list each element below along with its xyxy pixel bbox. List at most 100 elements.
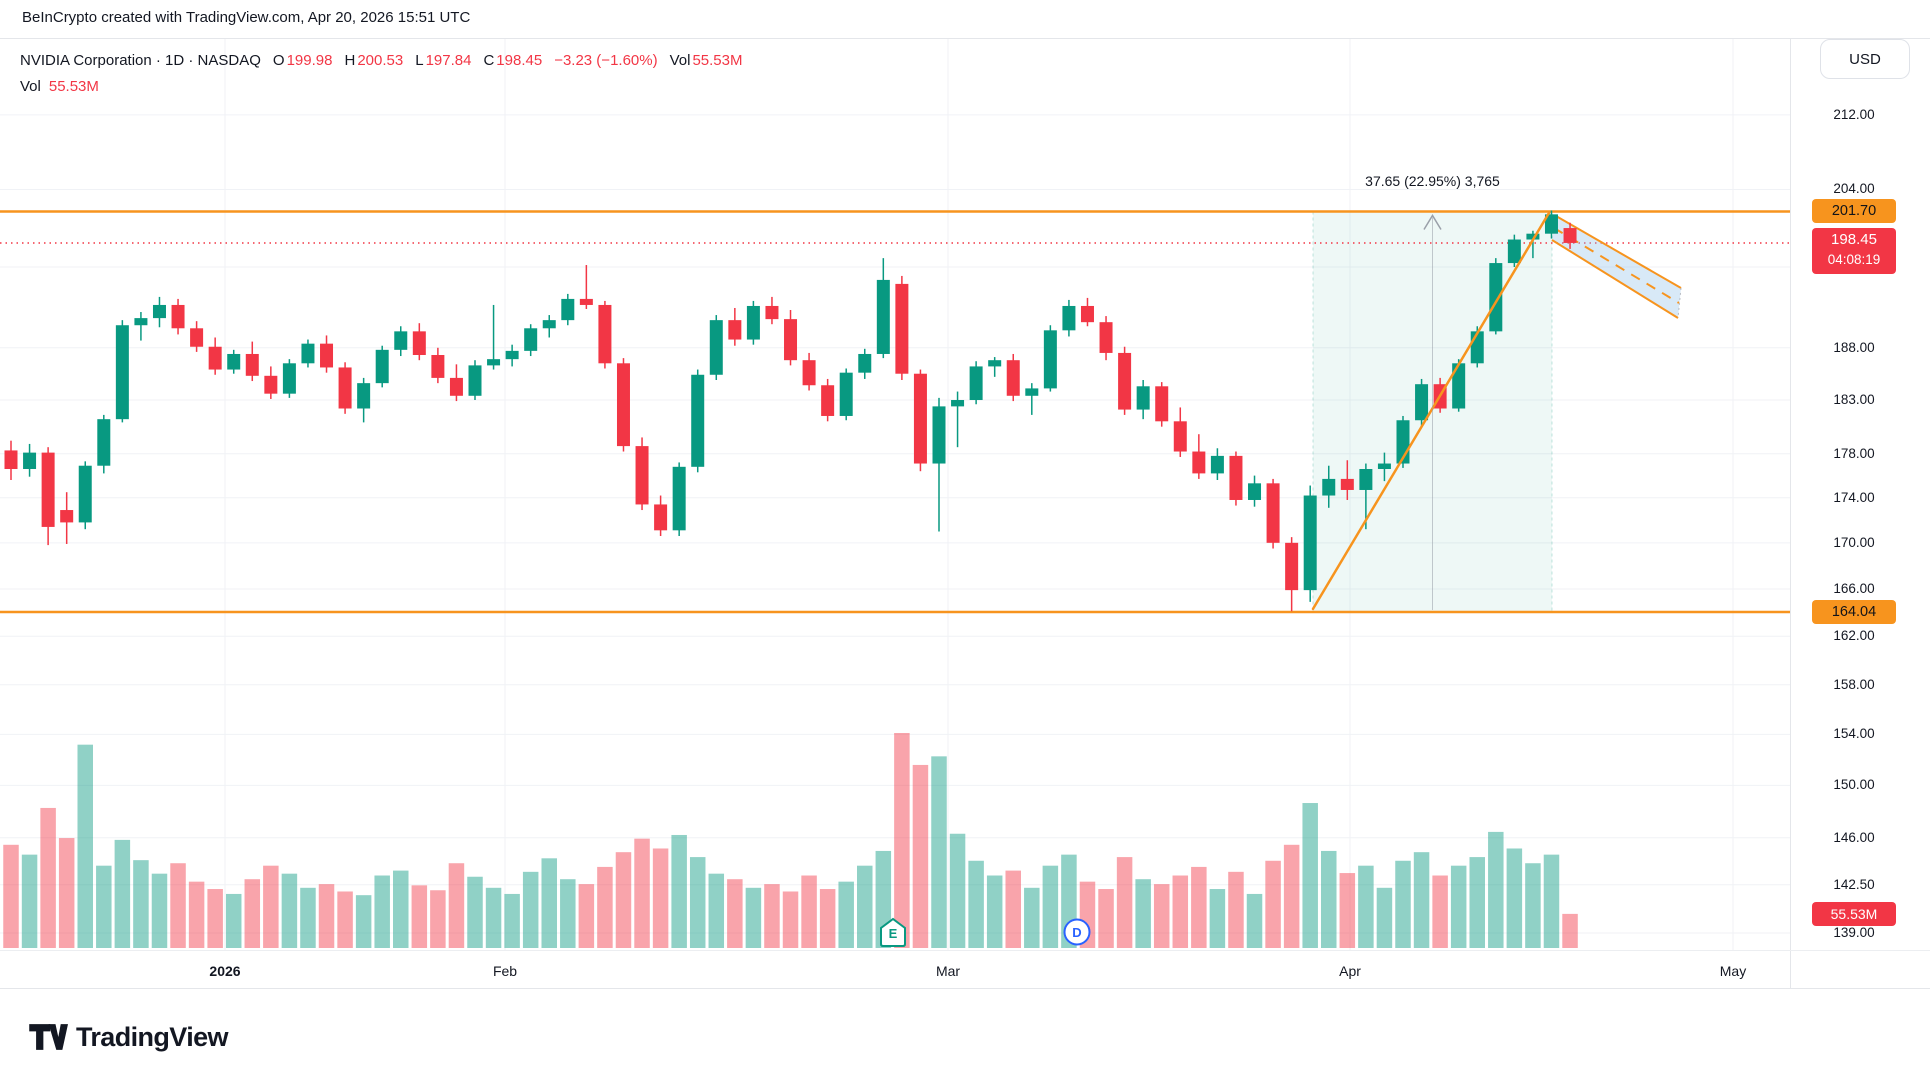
volume-bar (1024, 887, 1040, 948)
candle (1136, 386, 1150, 410)
volume-bar (504, 893, 520, 948)
volume-bar (1488, 831, 1504, 948)
price-tick-label: 139.00 (1833, 924, 1875, 940)
candle (746, 305, 760, 340)
volume-bar (77, 744, 93, 948)
volume-bar (1543, 854, 1560, 948)
candle (431, 355, 445, 378)
candle (1043, 330, 1057, 389)
candle (375, 349, 389, 384)
candle (245, 353, 259, 376)
ohlc-close: C 198.45 (483, 52, 543, 69)
volume-bar (1191, 866, 1207, 948)
volume-bar (244, 879, 261, 948)
candle (208, 346, 222, 370)
price-range-annotation[interactable]: 37.65 (22.95%) 3,765 (1365, 173, 1500, 189)
price-tick-label: 212.00 (1833, 106, 1875, 122)
candle (1155, 386, 1169, 422)
candle (1285, 542, 1299, 591)
time-axis-divider (0, 950, 1930, 951)
trend-line[interactable] (1311, 211, 1551, 611)
candle (598, 304, 612, 364)
candle (115, 325, 129, 420)
volume-bar (1302, 803, 1318, 948)
candle (412, 331, 426, 356)
price-tick-label: 142.50 (1833, 876, 1875, 892)
volume-bar (1469, 857, 1485, 948)
volume-bar (318, 884, 335, 948)
volume-bar (393, 870, 409, 948)
candle (1452, 363, 1466, 409)
candle (227, 353, 241, 370)
time-axis[interactable] (0, 950, 1790, 988)
candle (505, 350, 519, 360)
dividend-marker[interactable]: D (1063, 918, 1091, 946)
earnings-marker[interactable]: E (880, 917, 906, 947)
volume-bar (912, 764, 929, 948)
volume-bar (411, 885, 428, 948)
price-axis-divider (1790, 38, 1791, 988)
currency-toggle-button[interactable]: USD (1820, 39, 1910, 79)
volume-indicator-readout[interactable]: Vol 55.53M (20, 78, 99, 95)
volume-bar (522, 871, 539, 948)
price-tick-label: 178.00 (1833, 445, 1875, 461)
volume-bar (560, 879, 576, 948)
candle (264, 375, 278, 394)
volume-bars (3, 733, 1578, 948)
candle (1303, 495, 1317, 591)
volume-bar (894, 733, 910, 948)
volume-bar (448, 863, 465, 948)
volume-bar (170, 863, 186, 948)
candle (1229, 455, 1243, 500)
candle (190, 328, 204, 347)
tradingview-logo-text: TradingView (76, 1021, 229, 1052)
price-change: −3.23 (−1.60%) (554, 52, 658, 69)
volume-bar (634, 838, 650, 948)
volume-bar (1042, 865, 1059, 948)
support-price-badge: 164.04 (1812, 599, 1896, 624)
volume-bar (1376, 887, 1393, 948)
time-tick-label: Apr (1339, 963, 1361, 979)
candle (616, 363, 630, 447)
last-price-value: 198.45 (1831, 230, 1877, 248)
price-tick-label: 204.00 (1833, 181, 1875, 197)
volume-bar (1562, 913, 1578, 948)
candle (97, 419, 111, 466)
gridlines (0, 38, 1790, 950)
candle (320, 343, 334, 368)
volume-bar (745, 887, 762, 948)
volume-bar (114, 839, 131, 948)
volume-bar (578, 884, 595, 948)
volume-bar (652, 848, 669, 948)
volume-bar (986, 875, 1003, 948)
volume-bar (467, 876, 483, 948)
candle (709, 320, 723, 375)
legend-row-1: NVIDIA Corporation · 1D · NASDAQ O 199.98… (20, 48, 743, 74)
candle (60, 510, 74, 523)
candle (1266, 483, 1280, 543)
range-tool-arrow (1423, 214, 1442, 610)
candle (338, 367, 352, 409)
ohlc-open: O 199.98 (272, 52, 333, 69)
candles (4, 210, 1577, 612)
price-tick-label: 150.00 (1833, 777, 1875, 793)
price-tick-label: 170.00 (1833, 534, 1875, 550)
tradingview-logo[interactable]: TradingView (26, 1016, 229, 1058)
resistance-price-badge: 201.70 (1812, 199, 1896, 224)
candle (1210, 455, 1224, 474)
candle (1340, 478, 1354, 490)
volume-bar (430, 890, 446, 948)
footer-divider (0, 988, 1930, 989)
symbol-title[interactable]: NVIDIA Corporation · 1D · NASDAQ (20, 52, 261, 69)
candle (1359, 469, 1373, 490)
candle (579, 298, 593, 305)
volume-bar (838, 881, 854, 948)
candle (394, 331, 408, 350)
volume-bar (968, 860, 984, 948)
candle (1173, 421, 1187, 452)
candle (1563, 228, 1577, 243)
volume-bar (1339, 873, 1356, 948)
volume-bar (3, 844, 19, 948)
candle (654, 504, 668, 531)
